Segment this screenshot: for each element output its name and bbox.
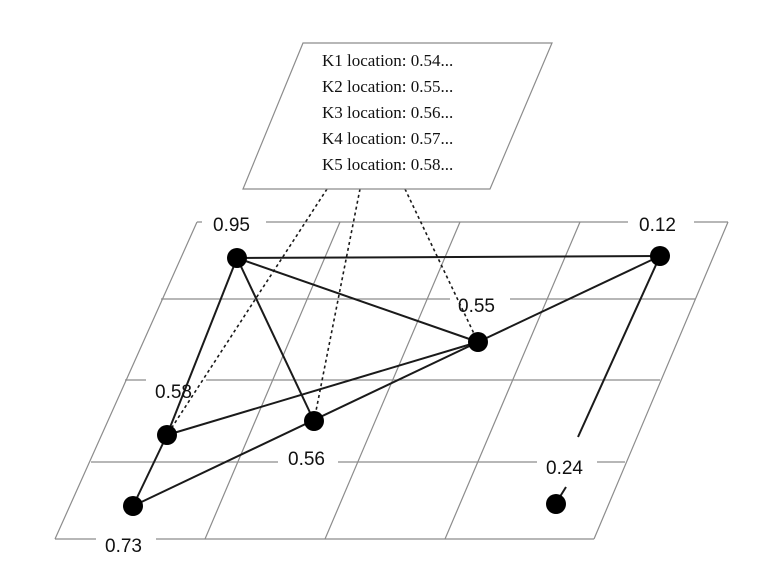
node-n1 [227, 248, 247, 268]
dashed-link-n4 [166, 188, 328, 436]
nodes [123, 246, 670, 516]
grid-plane [54, 221, 729, 540]
edge-n4-n6 [132, 434, 168, 507]
dashed-link-n5 [313, 188, 361, 422]
node-label-n2: 0.12 [639, 215, 676, 236]
panel-line-k1: K1 location: 0.54... [322, 51, 453, 70]
node-n5 [304, 411, 324, 431]
panel-line-k4: K4 location: 0.57... [322, 129, 453, 148]
node-labels: 0.95 0.12 0.55 0.58 0.56 0.73 0.24 [105, 215, 676, 557]
info-panel-frame [242, 42, 553, 190]
panel-line-k3: K3 location: 0.56... [322, 103, 453, 122]
edge-n1-n3 [236, 257, 479, 343]
dashed-link-n3 [404, 188, 479, 343]
node-n6 [123, 496, 143, 516]
grid-border-right [593, 221, 729, 540]
edge-n1-n5 [236, 257, 315, 422]
edge-n3-n4 [166, 341, 479, 436]
label-backgrounds [96, 208, 694, 556]
node-label-n7: 0.24 [546, 458, 583, 479]
edge-n2-n3 [477, 255, 661, 343]
node-label-n3: 0.55 [458, 296, 495, 317]
grid-col-line [324, 221, 461, 540]
edge-n1-n4 [166, 257, 238, 436]
node-n7 [546, 494, 566, 514]
panel-line-k2: K2 location: 0.55... [322, 77, 453, 96]
node-n4 [157, 425, 177, 445]
grid-col-line [204, 221, 341, 540]
node-label-n1: 0.95 [213, 215, 250, 236]
node-n3 [468, 332, 488, 352]
edge-n2-n7 [577, 255, 661, 438]
panel-line-k5: K5 location: 0.58... [322, 155, 453, 174]
node-n2 [650, 246, 670, 266]
node-label-n6: 0.73 [105, 536, 142, 557]
info-panel: K1 location: 0.54... K2 location: 0.55..… [242, 42, 553, 190]
edge-n1-n2 [236, 255, 661, 259]
grid-col-line [444, 221, 581, 540]
node-label-n4: 0.58 [155, 382, 192, 403]
node-label-n5: 0.56 [288, 449, 325, 470]
dashed-links [166, 188, 479, 436]
